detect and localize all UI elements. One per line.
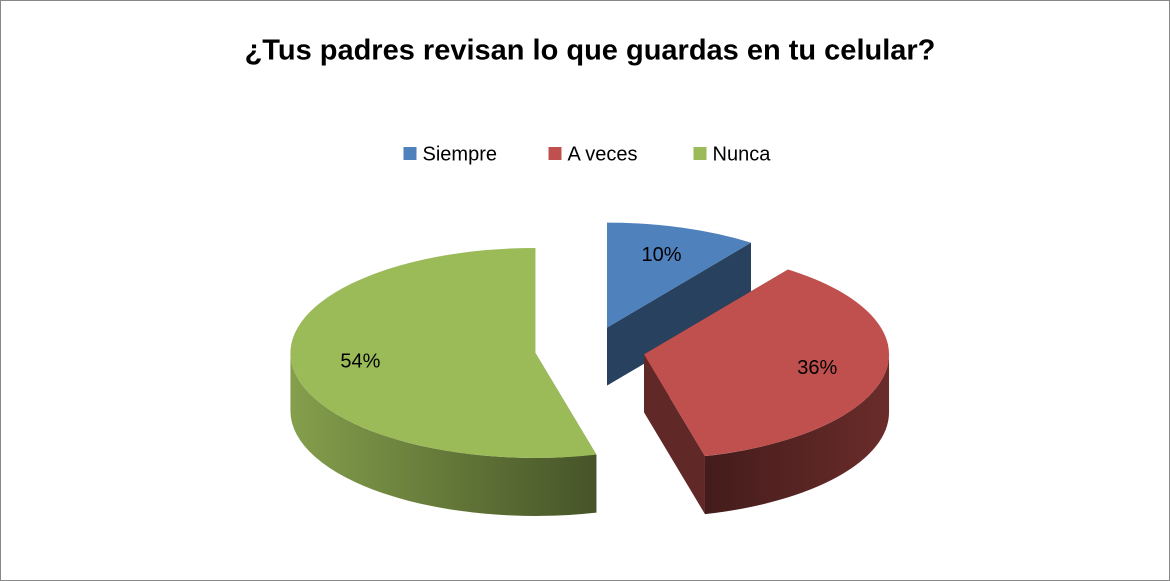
data-label: 36% [797, 357, 837, 379]
legend-label: A veces [568, 143, 638, 165]
legend-swatch [403, 147, 417, 160]
legend-label: Siempre [423, 143, 497, 165]
slice [606, 222, 752, 328]
slice [290, 247, 597, 458]
slice-wall [644, 354, 705, 515]
legend-swatch [693, 147, 707, 160]
slice-side [704, 354, 890, 515]
slice-wall [606, 242, 752, 386]
legend-label: Nunca [713, 143, 772, 165]
data-label: 10% [641, 244, 681, 266]
legend-swatch [548, 147, 562, 160]
chart-title: ¿Tus padres revisan lo que guardas en tu… [245, 35, 936, 67]
slice-side [290, 352, 597, 516]
slice [644, 269, 890, 457]
data-label: 54% [340, 351, 380, 373]
